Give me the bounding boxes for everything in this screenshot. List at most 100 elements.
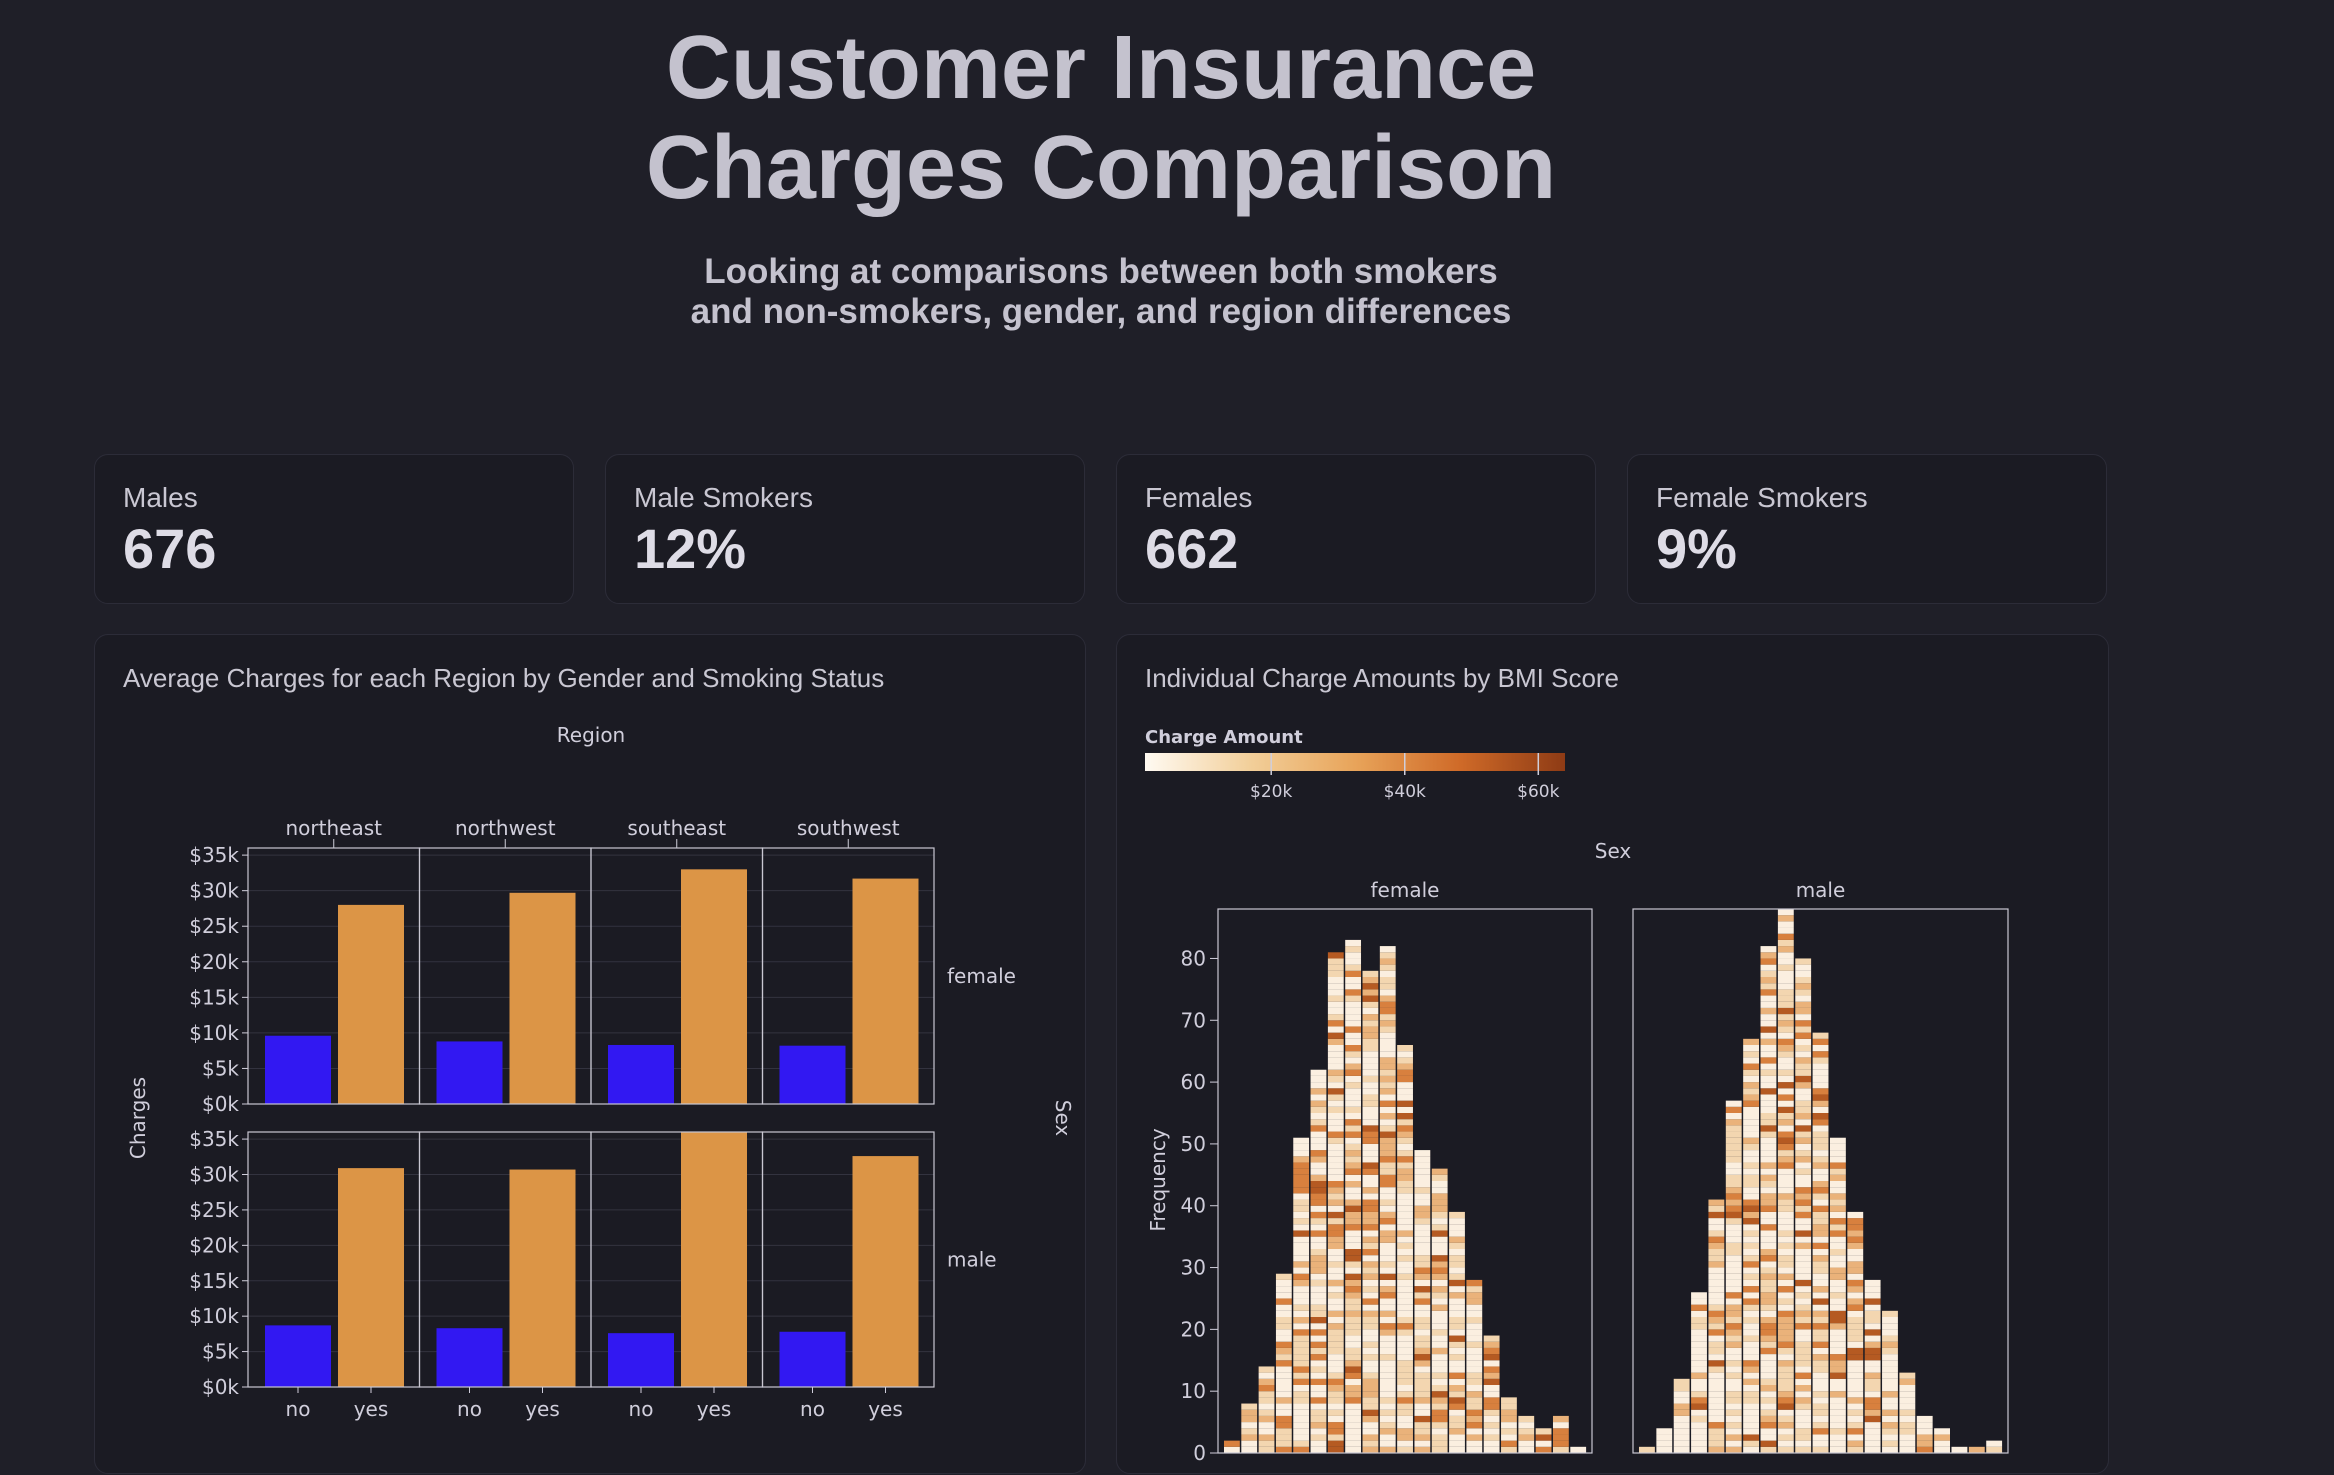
histogram-stripe [1777, 1199, 1794, 1206]
histogram-stripe [1483, 1335, 1500, 1342]
histogram-stripe [1327, 1304, 1344, 1311]
histogram-stripe [1760, 1335, 1777, 1342]
histogram-stripe [1275, 1341, 1292, 1348]
histogram-stripe [1570, 1446, 1587, 1453]
histogram-stripe [1345, 1150, 1362, 1157]
histogram-stripe [1362, 1323, 1379, 1330]
histogram-stripe [1449, 1317, 1465, 1324]
histogram-stripe [1293, 1354, 1310, 1361]
histogram-stripe [1882, 1385, 1898, 1392]
histogram-stripe [1986, 1440, 2003, 1447]
histogram-stripe [1327, 1088, 1344, 1095]
histogram-stripe [1379, 1020, 1396, 1027]
histogram-stripe [1691, 1354, 1707, 1361]
histogram-stripe [1812, 1082, 1829, 1089]
histogram-stripe [1431, 1218, 1448, 1225]
histogram-stripe [1847, 1261, 1864, 1268]
histogram-stripe [1310, 1347, 1327, 1355]
x-tick-label: yes [697, 1397, 732, 1421]
y-tick-label: 60 [1181, 1070, 1206, 1094]
histogram-stripe [1379, 1119, 1396, 1126]
histogram-stripe [1345, 1063, 1362, 1070]
histogram-stripe [1466, 1335, 1483, 1342]
histogram-stripe [1673, 1415, 1690, 1423]
x-tick-label: no [457, 1397, 482, 1421]
histogram-stripe [1345, 1403, 1362, 1410]
histogram-stripe [1934, 1440, 1950, 1447]
histogram-stripe [1829, 1230, 1846, 1237]
histogram-stripe [1812, 1335, 1829, 1342]
histogram-stripe [1829, 1310, 1846, 1317]
histogram-stripe [1777, 1415, 1794, 1423]
histogram-stripe [1379, 983, 1396, 990]
histogram-stripe [1708, 1310, 1725, 1317]
histogram-stripe [1379, 1007, 1396, 1015]
histogram-stripe [1725, 1255, 1742, 1262]
histogram-stripe [1708, 1360, 1725, 1367]
histogram-stripe [1777, 1440, 1794, 1447]
histogram-stripe [1760, 1422, 1777, 1429]
histogram-stripe [1379, 1156, 1396, 1163]
histogram-stripe [1345, 1075, 1362, 1083]
histogram-stripe [1293, 1255, 1310, 1262]
histogram-stripe [1310, 1218, 1327, 1225]
histogram-stripe [1777, 1156, 1794, 1163]
histogram-stripe [1743, 1125, 1760, 1132]
histogram-stripe [1327, 1385, 1344, 1392]
histogram-stripe [1760, 1391, 1777, 1398]
histogram-stripe [1812, 1428, 1829, 1435]
histogram-stripe [1275, 1323, 1292, 1330]
histogram-stripe [1310, 1341, 1327, 1348]
histogram-stripe [1847, 1391, 1864, 1398]
histogram-stripe [1812, 1045, 1829, 1052]
histogram-stripe [1777, 1187, 1794, 1194]
histogram-stripe [1795, 1026, 1812, 1033]
y-tick-label: 20 [1181, 1317, 1206, 1341]
histogram-stripe [1275, 1335, 1292, 1342]
histogram-stripe [1431, 1249, 1448, 1256]
histogram-stripe [1483, 1428, 1500, 1435]
histogram-stripe [1449, 1360, 1465, 1367]
histogram-stripe [1362, 1372, 1379, 1379]
histogram-stripe [1293, 1403, 1310, 1410]
histogram-stripe [1829, 1236, 1846, 1243]
histogram-stripe [1708, 1415, 1725, 1423]
histogram-stripe [1691, 1341, 1707, 1348]
histogram-bins-female [1224, 939, 1587, 1453]
histogram-stripe [1725, 1292, 1742, 1299]
histogram-stripe [1812, 1310, 1829, 1317]
histogram-stripe [1466, 1329, 1483, 1336]
histogram-stripe [1293, 1385, 1310, 1392]
histogram-bin [1327, 952, 1344, 1453]
histogram-stripe [1379, 1273, 1396, 1280]
histogram-stripe [1743, 1211, 1760, 1219]
histogram-stripe [1379, 970, 1396, 977]
histogram-stripe [1327, 1255, 1344, 1262]
histogram-stripe [1310, 1329, 1327, 1336]
histogram-stripe [1327, 1069, 1344, 1076]
histogram-stripe [1812, 1063, 1829, 1070]
histogram-stripe [1362, 1409, 1379, 1416]
histogram-stripe [1725, 1372, 1742, 1379]
histogram-stripe [1310, 1335, 1327, 1342]
histogram-stripe [1812, 1143, 1829, 1151]
histogram-stripe [1760, 1150, 1777, 1157]
histogram-stripe [1241, 1415, 1258, 1423]
histogram-stripe [1829, 1446, 1846, 1453]
histogram-stripe [1275, 1446, 1292, 1453]
histogram-stripe [1777, 970, 1794, 977]
histogram-stripe [1414, 1230, 1431, 1237]
histogram-stripe [1829, 1298, 1846, 1305]
histogram-stripe [1708, 1230, 1725, 1237]
histogram-stripe [1362, 1354, 1379, 1361]
histogram-stripe [1310, 1168, 1327, 1175]
histogram-stripe [1743, 1181, 1760, 1188]
histogram-stripe [1379, 1131, 1396, 1138]
histogram-stripe [1847, 1310, 1864, 1317]
histogram-stripe [1414, 1428, 1431, 1435]
color-legend-title: Charge Amount [1145, 727, 1303, 748]
histogram-stripe [1362, 1174, 1379, 1181]
histogram-stripe [1760, 1236, 1777, 1243]
histogram-stripe [1449, 1422, 1465, 1429]
histogram-stripe [1795, 1014, 1812, 1021]
